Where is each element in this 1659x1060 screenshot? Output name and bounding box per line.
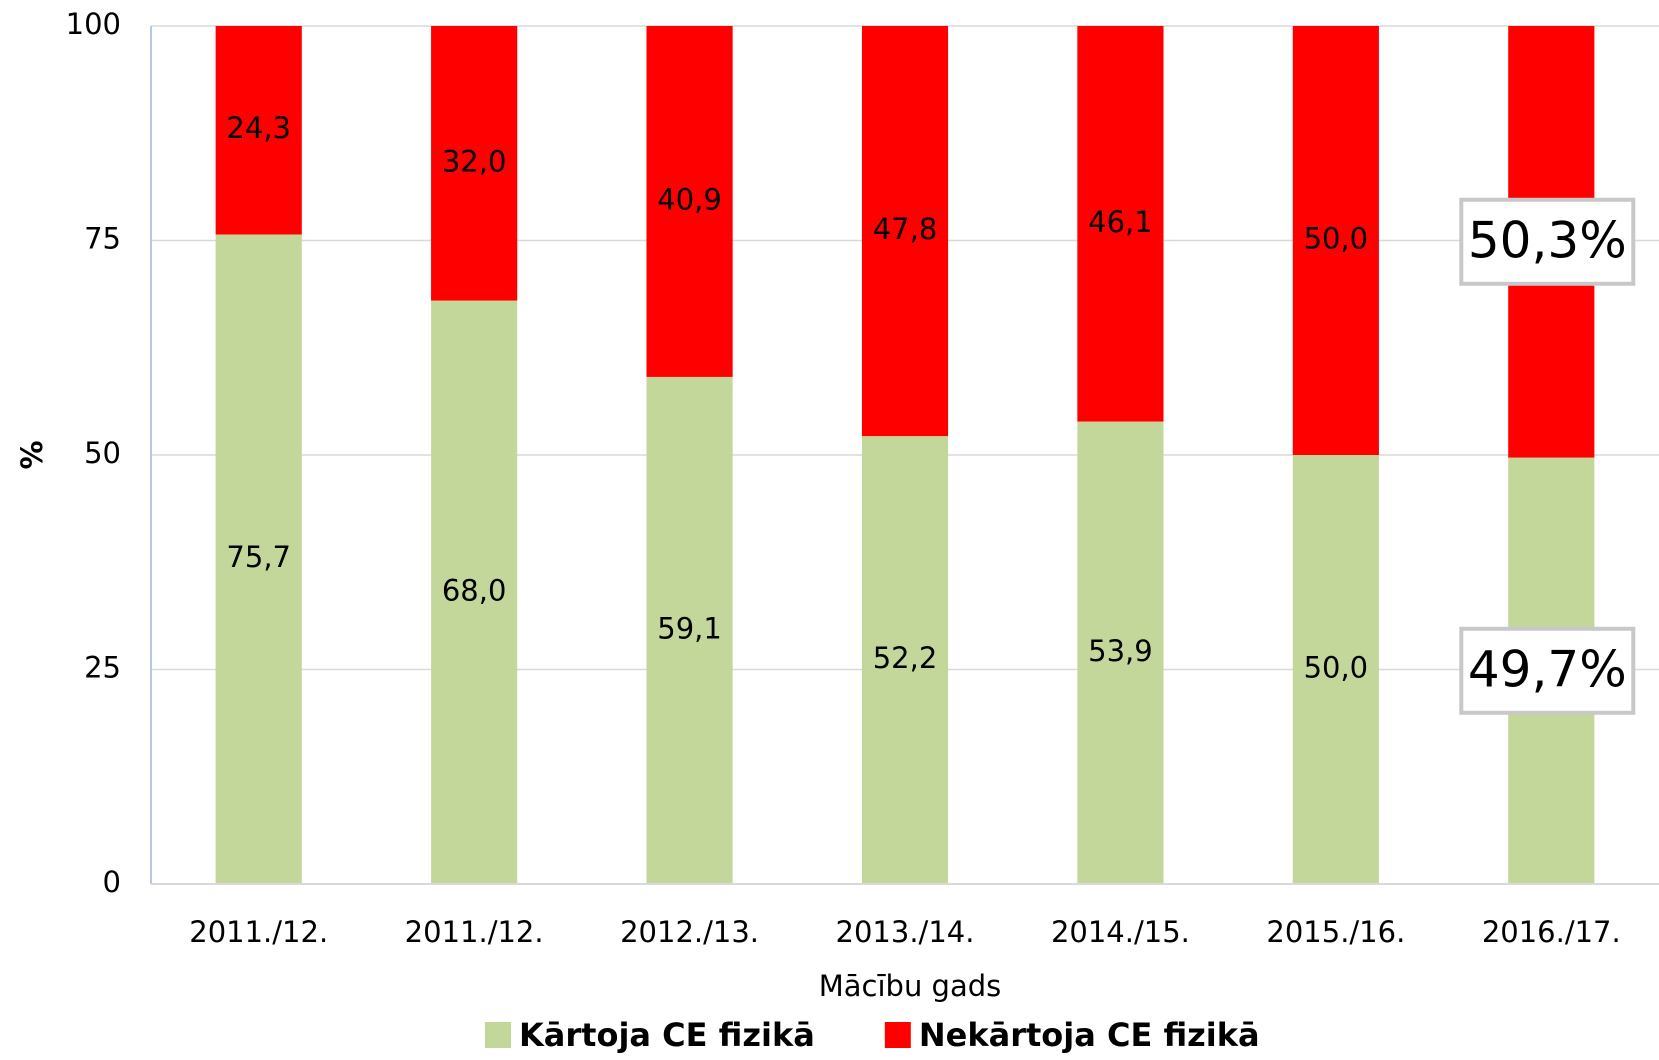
y-tick-label: 0 bbox=[103, 865, 121, 899]
legend-swatch bbox=[485, 1022, 511, 1048]
bar-segment bbox=[646, 26, 733, 377]
legend-label: Nekārtoja CE fizikā bbox=[919, 1016, 1260, 1054]
bar-segment bbox=[1292, 455, 1379, 884]
bar-segment bbox=[646, 376, 733, 884]
bar-segment bbox=[861, 436, 949, 884]
data-label: 24,3 bbox=[226, 111, 291, 145]
legend-label: Kārtoja CE fizikā bbox=[519, 1016, 815, 1054]
data-label: 59,1 bbox=[657, 611, 722, 645]
data-label: 50,3% bbox=[1468, 211, 1627, 269]
y-tick-label: 25 bbox=[84, 651, 121, 685]
label-box bbox=[1459, 197, 1636, 286]
x-axis-title: Mācību gads bbox=[819, 969, 1002, 1003]
data-label: 46,1 bbox=[1088, 205, 1153, 239]
x-tick-label: 2012./13. bbox=[620, 915, 759, 949]
data-label: 53,9 bbox=[1088, 634, 1153, 668]
x-tick-label: 2013./14. bbox=[836, 915, 975, 949]
x-tick-label: 2011./12. bbox=[405, 915, 544, 949]
y-tick-label: 100 bbox=[66, 7, 121, 41]
data-label: 52,2 bbox=[873, 641, 938, 675]
data-label: 32,0 bbox=[442, 144, 507, 178]
x-tick-label: 2014./15. bbox=[1051, 915, 1190, 949]
bar-segment bbox=[1292, 26, 1379, 455]
bar-segment bbox=[431, 300, 518, 884]
data-label: 68,0 bbox=[442, 573, 507, 607]
y-axis-title: % bbox=[15, 440, 49, 469]
bar-segment bbox=[215, 234, 302, 884]
data-label: 75,7 bbox=[226, 540, 291, 574]
legend-swatch bbox=[884, 1022, 911, 1048]
data-label: 50,0 bbox=[1304, 222, 1369, 256]
y-tick-label: 50 bbox=[84, 436, 121, 470]
x-tick-label: 2011./12. bbox=[189, 915, 328, 949]
data-label: 47,8 bbox=[873, 212, 938, 246]
bar-segment bbox=[215, 26, 302, 235]
data-label: 49,7% bbox=[1468, 640, 1627, 698]
y-tick-label: 75 bbox=[84, 222, 121, 256]
x-tick-label: 2016./17. bbox=[1482, 915, 1621, 949]
bar-segment bbox=[431, 26, 518, 301]
bar-segment bbox=[861, 26, 949, 437]
bar-segment bbox=[1077, 421, 1164, 884]
bar-segment bbox=[1077, 26, 1164, 422]
label-box bbox=[1459, 626, 1636, 715]
x-tick-label: 2015./16. bbox=[1266, 915, 1405, 949]
data-label: 50,0 bbox=[1304, 651, 1369, 685]
data-label: 40,9 bbox=[657, 182, 722, 216]
